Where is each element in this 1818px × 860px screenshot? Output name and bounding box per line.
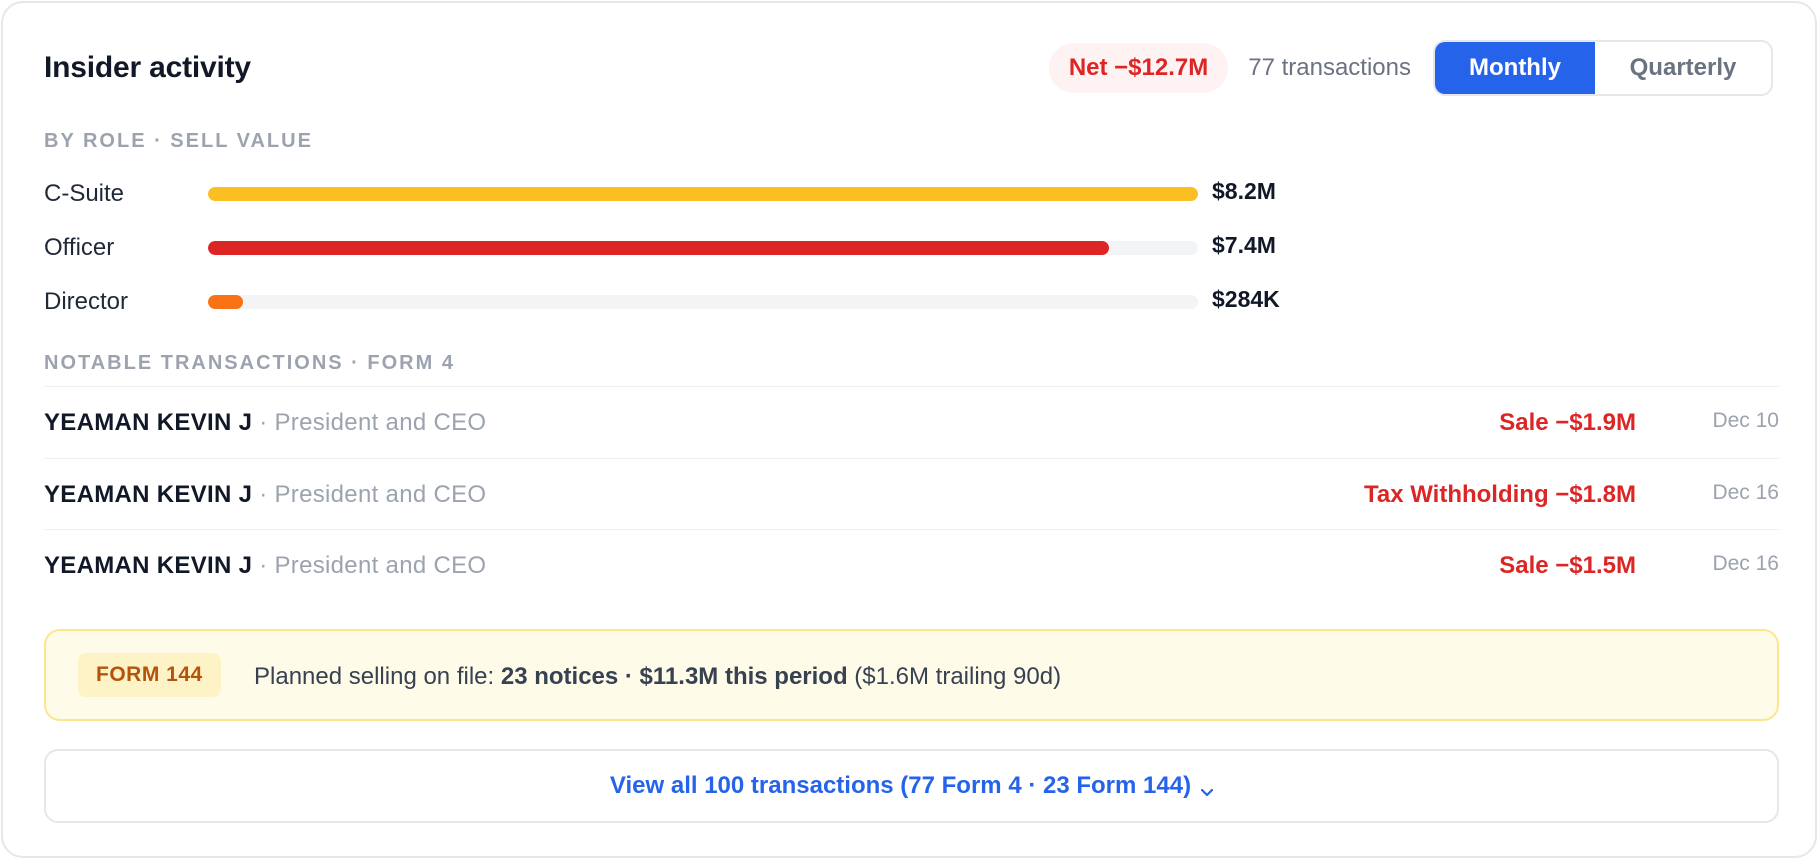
transaction-action: Sale −$1.5M <box>1499 552 1636 579</box>
role-bar-fill <box>208 187 1198 201</box>
table-row[interactable]: YEAMAN KEVIN J · President and CEO Sale … <box>44 387 1779 459</box>
view-all-button[interactable]: View all 100 transactions (77 Form 4 · 2… <box>44 749 1779 823</box>
insider-role: President and CEO <box>274 552 487 579</box>
role-row-officer: Officer $7.4M <box>44 228 1294 268</box>
insider-name: YEAMAN KEVIN J · President and CEO <box>44 480 487 508</box>
net-badge: Net −$12.7M <box>1048 43 1229 93</box>
role-name: Officer <box>44 234 115 261</box>
role-row-c-suite: C-Suite $8.2M <box>44 174 1294 214</box>
table-row[interactable]: YEAMAN KEVIN J · President and CEO Tax W… <box>44 459 1779 530</box>
role-bar-fill <box>208 241 1109 255</box>
role-row-director: Director $284K <box>44 282 1294 322</box>
transaction-date: Dec 16 <box>1712 552 1779 575</box>
chevron-down-icon <box>1200 784 1214 800</box>
form-144-text: Planned selling on file: 23 notices · $1… <box>254 663 1062 690</box>
role-value: $7.4M <box>1212 232 1276 258</box>
transaction-action: Sale −$1.9M <box>1499 409 1636 436</box>
role-value: $284K <box>1212 286 1280 312</box>
role-name: Director <box>44 288 129 315</box>
insider-role: President and CEO <box>274 409 487 436</box>
notable-transactions-label: NOTABLE TRANSACTIONS · FORM 4 <box>44 352 455 374</box>
transaction-list: YEAMAN KEVIN J · President and CEO Sale … <box>44 386 1779 602</box>
role-value: $8.2M <box>1212 178 1276 204</box>
role-bar-track <box>208 187 1198 201</box>
form-144-banner: FORM 144 Planned selling on file: 23 not… <box>44 629 1779 721</box>
role-bar-track <box>208 295 1198 309</box>
insider-role: President and CEO <box>274 480 487 508</box>
quarterly-button[interactable]: Quarterly <box>1595 42 1771 94</box>
transaction-date: Dec 16 <box>1712 480 1779 504</box>
insider-name: YEAMAN KEVIN J · President and CEO <box>44 409 487 436</box>
header-controls: Net −$12.7M 77 transactions Monthly Quar… <box>1048 40 1773 96</box>
card-title: Insider activity <box>44 51 251 84</box>
by-role-label: BY ROLE · SELL VALUE <box>44 130 313 152</box>
role-bar-fill <box>208 295 243 309</box>
transaction-count: 77 transactions <box>1248 54 1411 81</box>
table-row[interactable]: YEAMAN KEVIN J · President and CEO Sale … <box>44 530 1779 602</box>
transaction-date: Dec 10 <box>1712 409 1779 432</box>
period-toggle: Monthly Quarterly <box>1433 40 1773 96</box>
view-all-label: View all 100 transactions (77 Form 4 · 2… <box>609 772 1192 799</box>
role-bar-track <box>208 241 1198 255</box>
transaction-action: Tax Withholding −$1.8M <box>1363 480 1636 508</box>
form-144-tag: FORM 144 <box>78 653 221 697</box>
monthly-button[interactable]: Monthly <box>1435 42 1595 94</box>
role-name: C-Suite <box>44 180 125 207</box>
insider-name: YEAMAN KEVIN J · President and CEO <box>44 552 487 579</box>
